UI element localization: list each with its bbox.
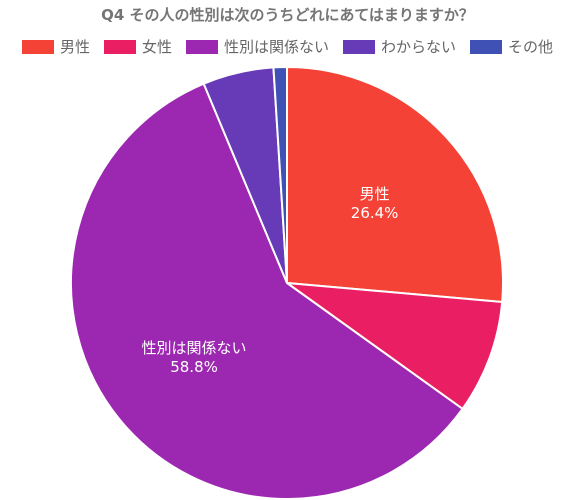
legend-swatch-female	[103, 39, 136, 54]
legend-swatch-male	[21, 39, 54, 54]
legend-swatch-other	[470, 39, 503, 54]
pie-slices	[70, 65, 504, 500]
data-label-value-gender-irrelevant: 58.8%	[170, 358, 218, 376]
legend-label-gender-irrelevant: 性別は関係ない	[223, 38, 329, 56]
legend-swatch-gender-irrelevant	[185, 39, 218, 54]
legend-item-female[interactable]: 女性	[103, 36, 172, 57]
legend-label-male: 男性	[59, 38, 90, 56]
chart-legend: 男性 女性 性別は関係ない わからない その他	[0, 36, 575, 57]
pie-slice-other[interactable]	[272, 65, 288, 284]
data-label-value-male: 26.4%	[351, 204, 399, 222]
legend-item-male[interactable]: 男性	[21, 36, 90, 57]
pie-slice-male[interactable]	[286, 65, 504, 304]
legend-item-other[interactable]: その他	[470, 36, 553, 57]
legend-label-unknown: わからない	[381, 38, 457, 56]
legend-label-other: その他	[508, 38, 554, 56]
data-label-name-male: 男性	[360, 185, 390, 203]
pie-slice-female[interactable]	[283, 281, 504, 411]
chart-title: Q4 その人の性別は次のうちどれにあてはまりますか？	[101, 6, 474, 24]
legend-swatch-unknown	[343, 39, 375, 54]
legend-label-female: 女性	[141, 38, 172, 56]
legend-item-gender-irrelevant[interactable]: 性別は関係ない	[185, 36, 329, 57]
pie-slice-gender-irrelevant[interactable]	[70, 82, 464, 500]
legend-item-unknown[interactable]: わからない	[343, 36, 456, 57]
data-label-name-gender-irrelevant: 性別は関係ない	[142, 339, 247, 357]
